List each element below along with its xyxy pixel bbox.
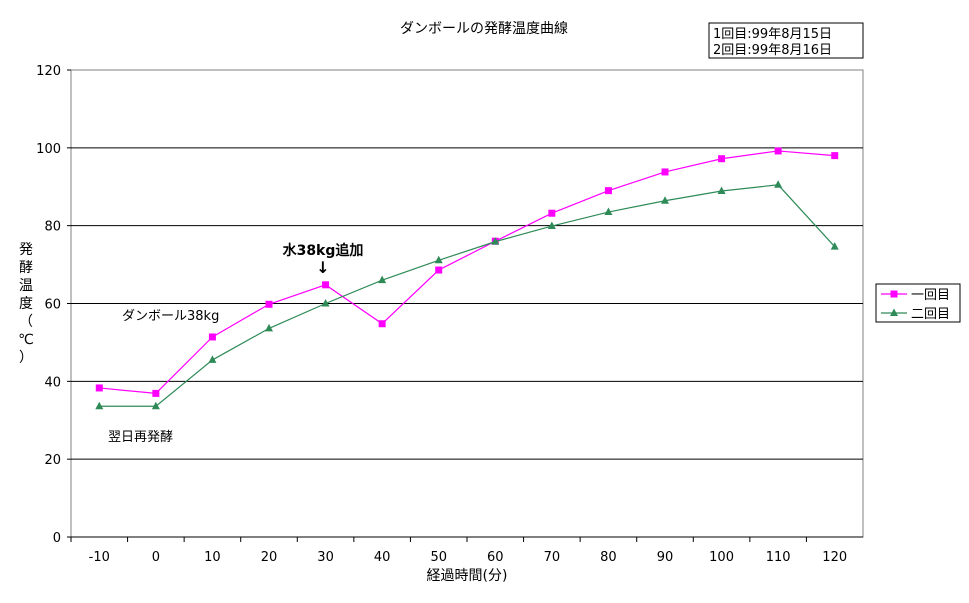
y-axis-label-char: 発 xyxy=(19,242,33,258)
date-2-text: 2回目:99年8月16日 xyxy=(713,43,832,58)
series-layer xyxy=(95,147,839,410)
x-tick-label: -10 xyxy=(89,550,110,565)
next-day-annotation: 翌日再発酵 xyxy=(108,430,173,445)
x-tick-label: 50 xyxy=(430,550,447,565)
data-point xyxy=(831,152,839,160)
legend-marker xyxy=(890,308,898,316)
data-point xyxy=(547,221,556,230)
data-point xyxy=(208,333,216,341)
chart-title: ダンボールの発酵温度曲線 xyxy=(400,21,568,37)
data-point xyxy=(604,207,613,216)
data-point xyxy=(604,187,612,195)
x-tick-label: 110 xyxy=(766,550,791,565)
data-point xyxy=(830,242,839,250)
data-point xyxy=(718,155,726,163)
series-line xyxy=(99,184,836,407)
grid xyxy=(71,147,863,460)
y-tick-label: 0 xyxy=(53,531,61,546)
x-tick-label: 20 xyxy=(261,550,278,565)
x-tick-label: 30 xyxy=(317,550,334,565)
data-point xyxy=(152,389,160,397)
data-point xyxy=(548,209,556,217)
dates-box: 1回目:99年8月15日 2回目:99年8月16日 xyxy=(708,22,864,59)
data-point xyxy=(434,255,443,264)
y-axis-label-char: 度 xyxy=(19,296,33,312)
series-line xyxy=(99,150,835,395)
data-point xyxy=(774,147,782,155)
data-point xyxy=(321,299,330,307)
data-point xyxy=(717,186,726,195)
y-axis-label-char: 温 xyxy=(19,278,33,294)
y-tick-label: 40 xyxy=(44,375,61,390)
x-axis-label: 経過時間(分) xyxy=(427,568,508,584)
y-tick-label: 80 xyxy=(44,220,61,235)
data-point xyxy=(322,281,330,289)
y-tick-label: 100 xyxy=(36,142,61,157)
data-point xyxy=(265,323,273,332)
date-1-text: 1回目:99年8月15日 xyxy=(713,27,832,42)
x-tick-label: 40 xyxy=(374,550,391,565)
data-point xyxy=(491,237,500,245)
cardboard-annotation: ダンボール38kg xyxy=(122,309,219,324)
data-point xyxy=(151,401,160,410)
x-tick-label: 0 xyxy=(152,550,160,565)
data-point xyxy=(435,266,443,274)
x-tick-label: 80 xyxy=(600,550,617,565)
y-tick-label: 20 xyxy=(44,453,61,468)
data-point xyxy=(95,401,104,410)
y-axis-label-char: 酵 xyxy=(19,260,33,276)
x-tick-label: 10 xyxy=(204,550,221,565)
legend-marker xyxy=(890,290,898,298)
x-tick-label: 100 xyxy=(709,550,734,565)
y-axis-label-char: （ xyxy=(19,314,33,330)
x-tick-label: 120 xyxy=(822,550,847,565)
data-point xyxy=(378,275,387,284)
y-axis-label-char: ） xyxy=(19,350,33,366)
data-point xyxy=(378,320,386,328)
x-tick-label: 90 xyxy=(657,550,674,565)
x-axis: -10 0 10 20 30 40 50 60 70 80 90 100 110 120 xyxy=(70,536,863,565)
y-axis-label-char: ℃ xyxy=(18,332,34,348)
data-point xyxy=(774,180,783,188)
down-arrow: ↓ xyxy=(316,258,329,277)
legend-label: 二回目 xyxy=(911,307,950,322)
water-annotation: 水38kg追加 xyxy=(283,242,364,259)
y-axis: 0 20 40 60 80 100 120 xyxy=(36,64,71,546)
x-tick-label: 70 xyxy=(544,550,561,565)
legend-label: 一回目 xyxy=(911,288,950,303)
data-point xyxy=(208,355,217,363)
x-tick-label: 60 xyxy=(487,550,504,565)
y-tick-label: 120 xyxy=(36,64,61,79)
data-point xyxy=(265,300,273,308)
y-tick-label: 60 xyxy=(44,298,61,313)
series-2 xyxy=(95,180,839,410)
data-point xyxy=(661,196,669,204)
y-axis-label: 発酵温度 （ ℃ ） xyxy=(18,242,34,366)
data-point xyxy=(95,384,103,392)
data-point xyxy=(661,168,669,176)
